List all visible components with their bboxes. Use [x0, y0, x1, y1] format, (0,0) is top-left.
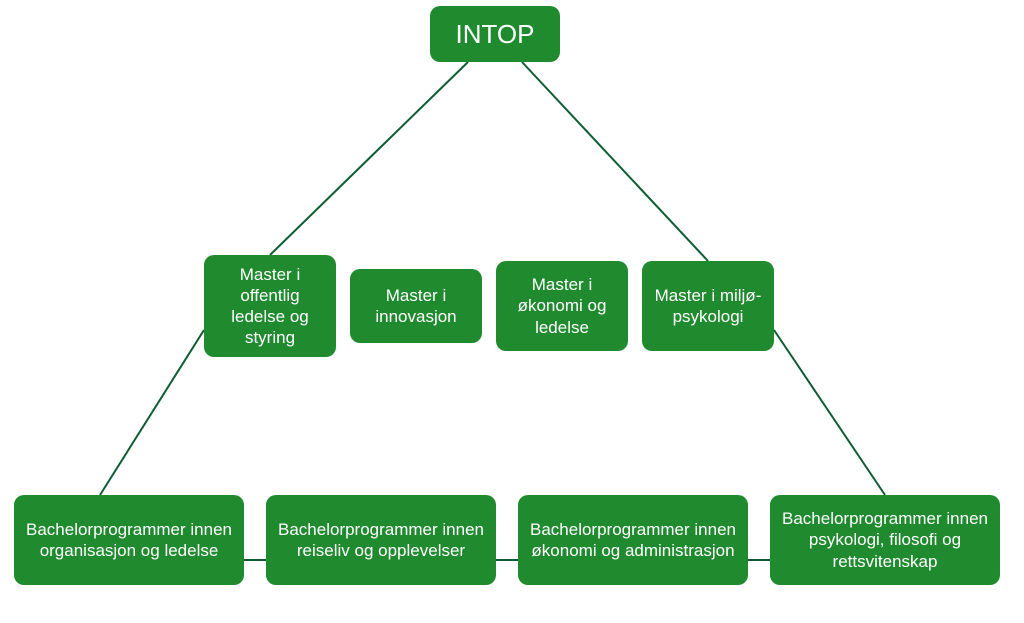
node-intop: INTOP	[430, 6, 560, 62]
edge	[522, 62, 708, 261]
node-m_off: Master i offentlig ledelse og styring	[204, 255, 336, 357]
node-b_org: Bachelorprogrammer innen organisasjon og…	[14, 495, 244, 585]
node-m_ok: Master i økonomi og ledelse	[496, 261, 628, 351]
node-b_okadm: Bachelorprogrammer innen økonomi og admi…	[518, 495, 748, 585]
node-m_inn: Master i innovasjon	[350, 269, 482, 343]
node-m_mil: Master i miljø-psykologi	[642, 261, 774, 351]
edge	[774, 330, 885, 495]
node-b_reis: Bachelorprogrammer innen reiseliv og opp…	[266, 495, 496, 585]
edge	[270, 62, 468, 255]
node-b_psy: Bachelorprogrammer innen psykologi, filo…	[770, 495, 1000, 585]
edge	[100, 330, 204, 495]
